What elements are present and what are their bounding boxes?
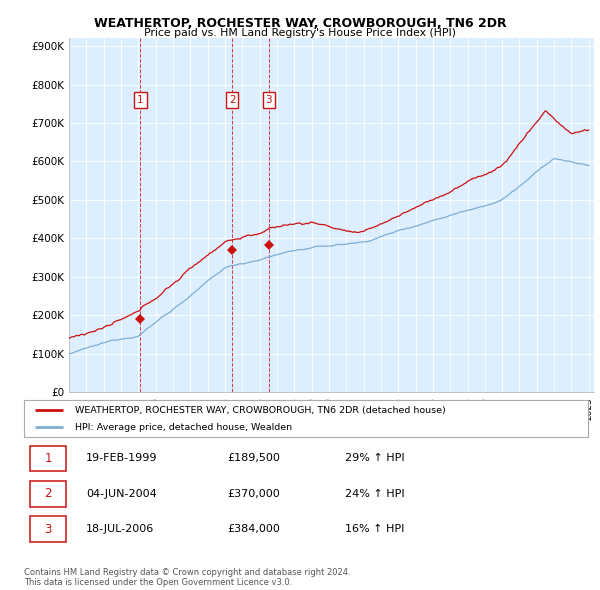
Text: 19-FEB-1999: 19-FEB-1999 [86, 454, 158, 463]
FancyBboxPatch shape [29, 481, 66, 507]
Text: £384,000: £384,000 [227, 525, 280, 534]
Text: WEATHERTOP, ROCHESTER WAY, CROWBOROUGH, TN6 2DR (detached house): WEATHERTOP, ROCHESTER WAY, CROWBOROUGH, … [75, 406, 446, 415]
Text: 1: 1 [44, 452, 52, 465]
Text: 04-JUN-2004: 04-JUN-2004 [86, 489, 157, 499]
Text: 18-JUL-2006: 18-JUL-2006 [86, 525, 154, 534]
FancyBboxPatch shape [29, 445, 66, 471]
Text: 2: 2 [229, 95, 236, 105]
Text: Price paid vs. HM Land Registry's House Price Index (HPI): Price paid vs. HM Land Registry's House … [144, 28, 456, 38]
Text: 29% ↑ HPI: 29% ↑ HPI [346, 454, 405, 463]
Text: 3: 3 [44, 523, 52, 536]
Text: £370,000: £370,000 [227, 489, 280, 499]
Text: Contains HM Land Registry data © Crown copyright and database right 2024.
This d: Contains HM Land Registry data © Crown c… [24, 568, 350, 587]
FancyBboxPatch shape [29, 516, 66, 542]
Text: 16% ↑ HPI: 16% ↑ HPI [346, 525, 405, 534]
Text: 1: 1 [137, 95, 143, 105]
Text: 2: 2 [44, 487, 52, 500]
Text: WEATHERTOP, ROCHESTER WAY, CROWBOROUGH, TN6 2DR: WEATHERTOP, ROCHESTER WAY, CROWBOROUGH, … [94, 17, 506, 30]
Text: 24% ↑ HPI: 24% ↑ HPI [346, 489, 405, 499]
Text: 3: 3 [266, 95, 272, 105]
FancyBboxPatch shape [24, 400, 588, 437]
Text: £189,500: £189,500 [227, 454, 280, 463]
Text: HPI: Average price, detached house, Wealden: HPI: Average price, detached house, Weal… [75, 422, 292, 432]
